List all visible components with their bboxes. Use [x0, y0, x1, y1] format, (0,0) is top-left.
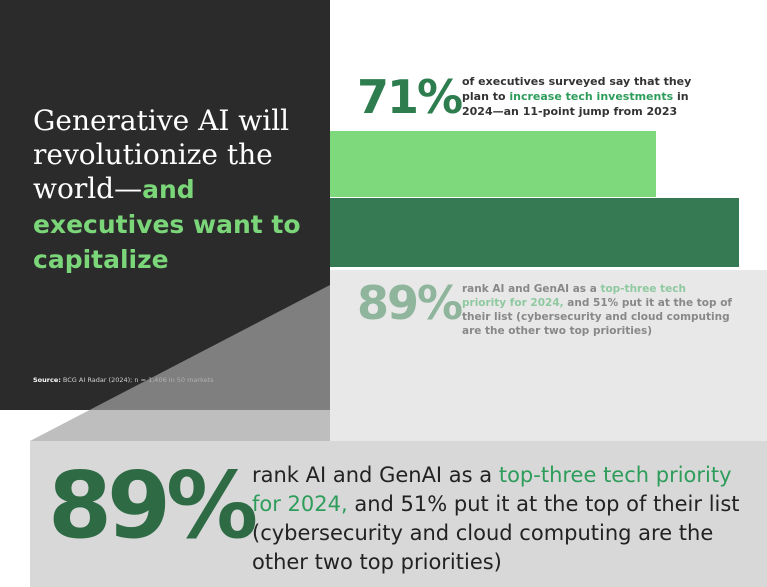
- wedge-shadow: [30, 285, 330, 441]
- source-label: Source:: [33, 376, 61, 384]
- headline-plain: Generative AI will revolutionize the wor…: [33, 104, 290, 205]
- zoom-value: 89%: [48, 452, 258, 559]
- headline: Generative AI will revolutionize the wor…: [33, 104, 323, 277]
- zoom-text-accent: top-three tech priority for 2024,: [252, 463, 732, 516]
- stat-71-text-accent: increase tech investments: [509, 90, 674, 103]
- stat-71-text-before: of executives surveyed say that they pla…: [462, 75, 692, 103]
- stat-89-text: rank AI and GenAI as a top-three tech pr…: [462, 282, 732, 338]
- stat-89-value: 89%: [357, 276, 463, 330]
- headline-panel: Generative AI will revolutionize the wor…: [0, 0, 330, 410]
- source-note: Source: BCG AI Radar (2024); n = 1,406 i…: [33, 376, 214, 384]
- headline-accent: and executives want to capitalize: [33, 175, 301, 274]
- source-text: BCG AI Radar (2024); n = 1,406 in 50 mar…: [62, 376, 214, 384]
- stat-71-value: 71%: [357, 70, 463, 124]
- stat-89-text-accent: top-three tech priority for 2024,: [462, 283, 686, 309]
- light-green-bar: [330, 131, 656, 197]
- stat-89-text-before: rank AI and GenAI as a: [462, 283, 601, 295]
- dark-green-bar: [330, 198, 739, 267]
- zoom-text: rank AI and GenAI as a top-three tech pr…: [252, 461, 757, 577]
- stat-71-text: of executives surveyed say that they pla…: [462, 74, 722, 119]
- stat-71-text-after: in 2024—an 11-point jump from 2023: [462, 90, 689, 118]
- zoom-callout: [30, 441, 767, 587]
- zoom-text-after: and 51% put it at the top of their list …: [252, 492, 740, 574]
- zoom-text-before: rank AI and GenAI as a: [252, 463, 499, 487]
- stat-89-text-after: and 51% put it at the top of their list …: [462, 297, 732, 337]
